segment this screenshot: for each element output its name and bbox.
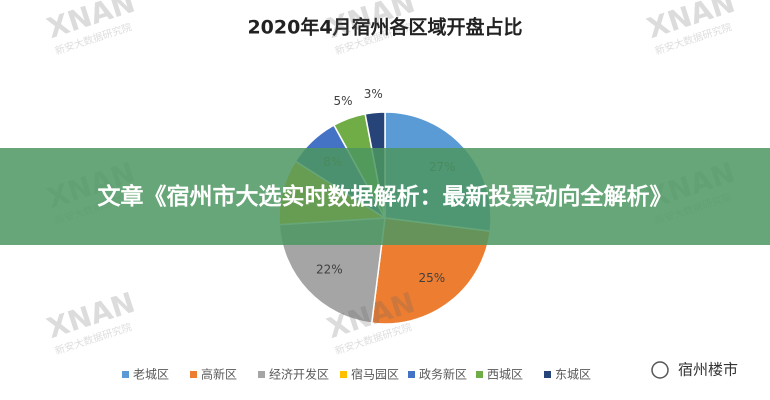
legend-label: 老城区 [133, 368, 169, 382]
legend-label: 经济开发区 [269, 367, 329, 382]
legend-swatch [122, 371, 129, 378]
source: 宿州楼市 [678, 361, 738, 379]
legend-swatch [340, 371, 347, 378]
legend-swatch [544, 371, 551, 378]
legend-swatch [190, 371, 197, 378]
banner-text: 文章《宿州市大选实时数据解析：最新投票动向全解析》 [97, 183, 673, 210]
data-label: 25% [418, 271, 445, 285]
legend-label: 政务新区 [419, 367, 467, 382]
legend-label: 宿马园区 [351, 367, 399, 382]
legend-swatch [476, 371, 483, 378]
legend-label: 东城区 [555, 368, 591, 382]
data-label: 3% [364, 87, 383, 101]
data-label: 5% [333, 94, 352, 108]
legend-label: 高新区 [201, 367, 237, 382]
data-label: 22% [316, 263, 343, 277]
source-icon [651, 361, 669, 379]
chart-title: 2020年4月宿州各区域开盘占比 [247, 16, 522, 39]
banner: 文章《宿州市大选实时数据解析：最新投票动向全解析》 [0, 148, 770, 245]
legend-swatch [258, 371, 265, 378]
legend-label: 西城区 [487, 368, 523, 382]
legend-swatch [408, 371, 415, 378]
